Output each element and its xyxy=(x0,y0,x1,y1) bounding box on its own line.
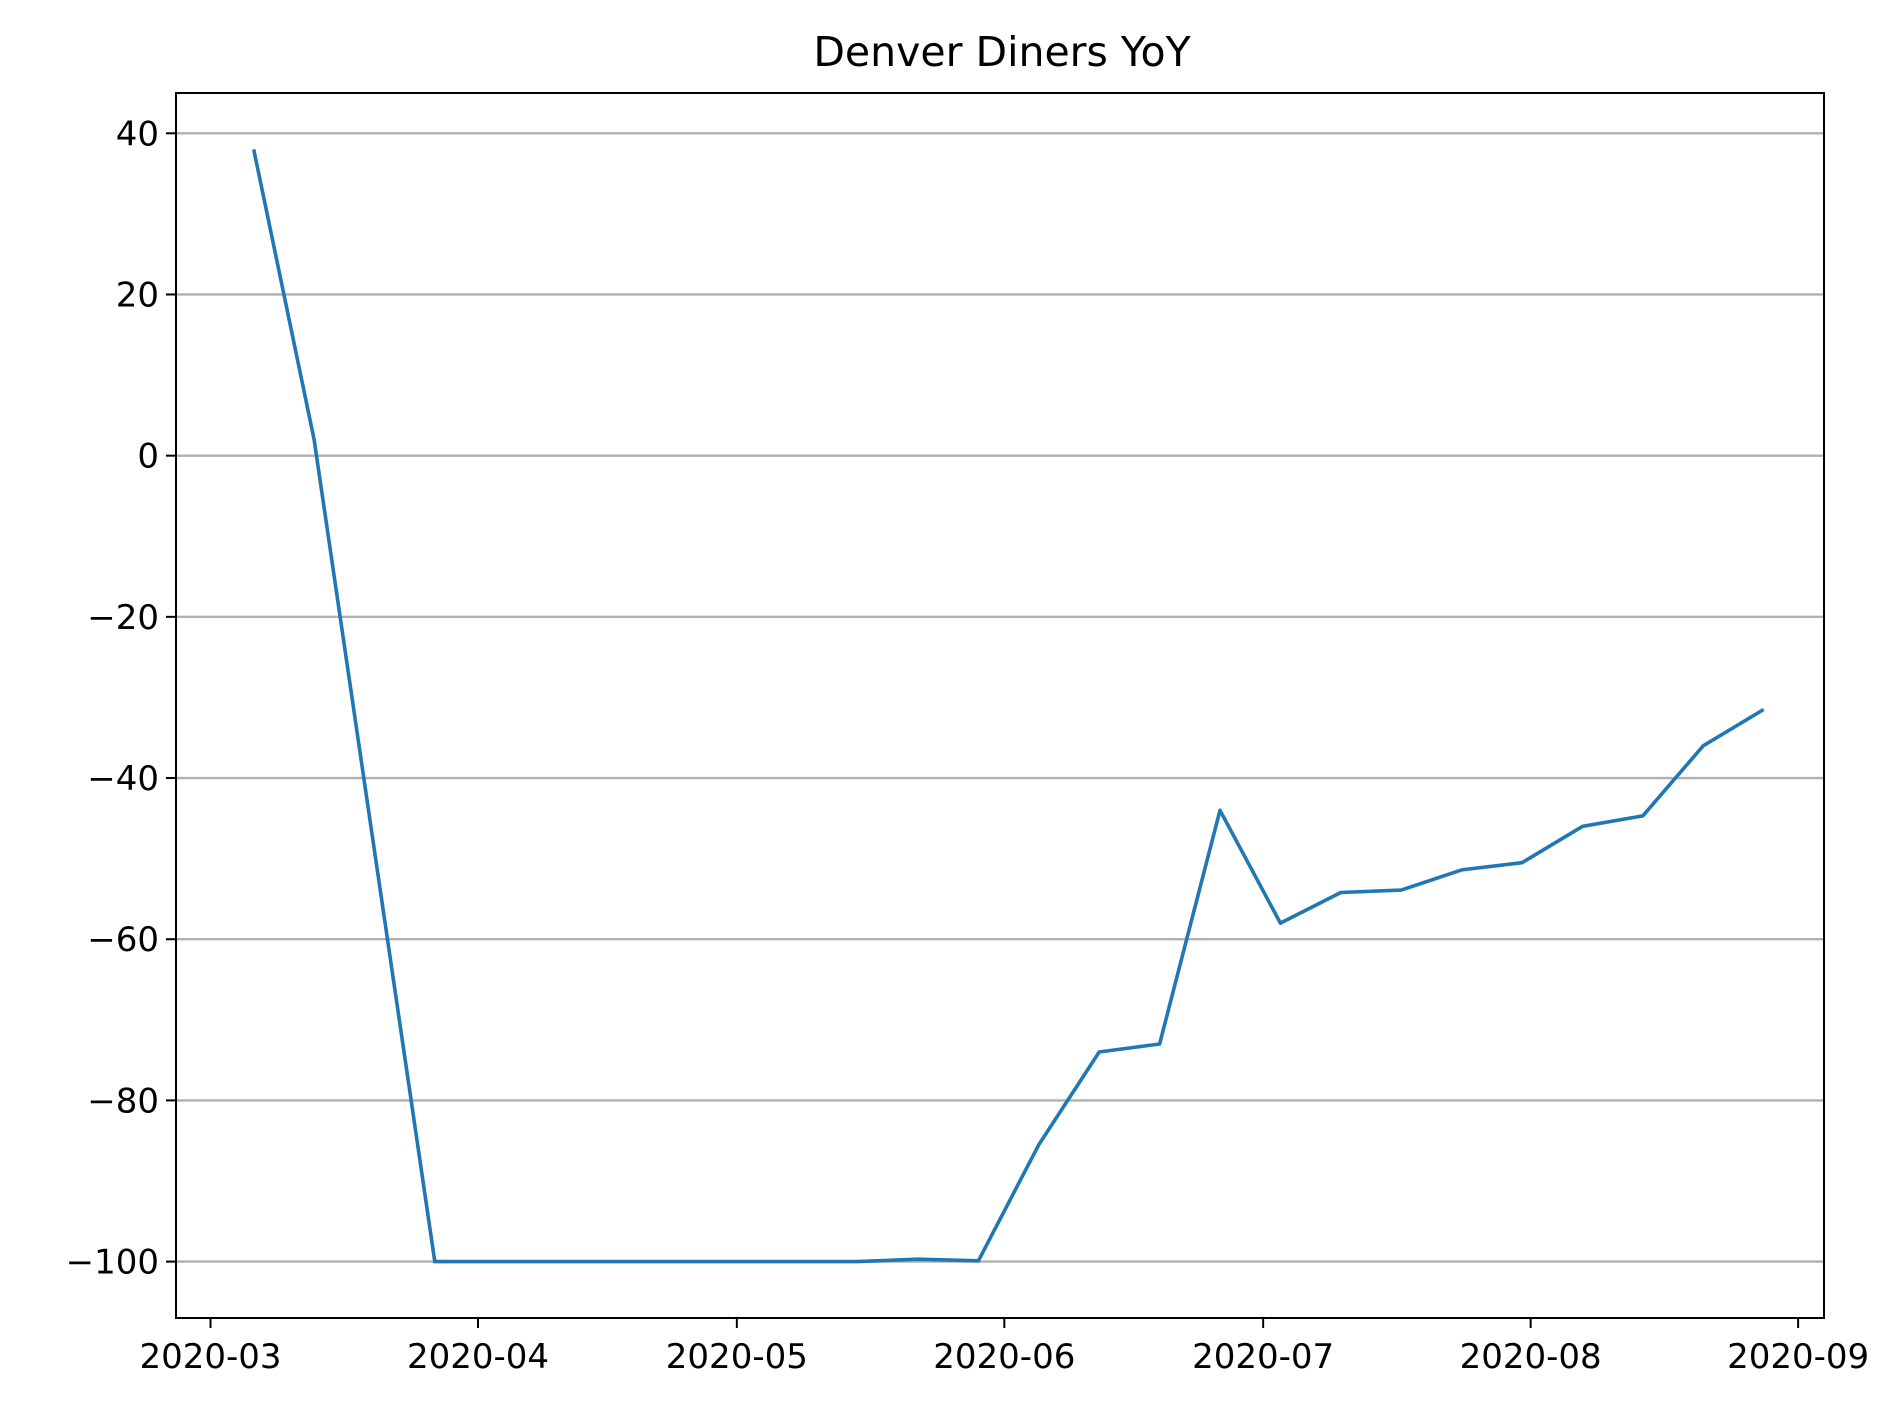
data-point xyxy=(312,438,316,442)
y-tick-label: −60 xyxy=(87,920,159,960)
axes-frame xyxy=(175,92,1825,1319)
data-point xyxy=(674,1260,678,1264)
x-tick-label: 2020-08 xyxy=(1460,1337,1602,1377)
y-tick-label: −40 xyxy=(87,759,159,799)
data-point xyxy=(554,1260,558,1264)
y-tick-label: 20 xyxy=(116,275,159,315)
x-tick-label: 2020-04 xyxy=(407,1337,549,1377)
y-tick-label: 40 xyxy=(116,114,159,154)
data-point xyxy=(433,1260,437,1264)
x-tick-label: 2020-06 xyxy=(933,1337,1075,1377)
data-point xyxy=(1520,861,1524,865)
data-point xyxy=(1399,888,1403,892)
data-point xyxy=(976,1259,980,1263)
x-tick-label: 2020-05 xyxy=(666,1337,808,1377)
x-axis: 2020-03 2020-04 2020-05 2020-06 2020-07 2020-… xyxy=(139,1318,1869,1377)
data-point xyxy=(1701,744,1705,748)
gridlines xyxy=(176,132,1824,1263)
data-point xyxy=(795,1260,799,1264)
y-tick-label: −100 xyxy=(66,1243,159,1283)
series-line xyxy=(251,149,1765,1264)
x-tick-label: 2020-07 xyxy=(1192,1337,1334,1377)
data-point xyxy=(1158,1042,1162,1046)
data-point xyxy=(493,1260,497,1264)
data-point xyxy=(614,1260,618,1264)
data-point xyxy=(1278,921,1282,925)
data-point xyxy=(916,1257,920,1261)
x-tick-label: 2020-03 xyxy=(139,1337,281,1377)
data-point xyxy=(1580,824,1584,828)
data-point xyxy=(1641,814,1645,818)
y-tick-label: −80 xyxy=(87,1081,159,1121)
x-tick-label: 2020-09 xyxy=(1727,1337,1869,1377)
data-point xyxy=(1218,808,1222,812)
data-point xyxy=(1037,1143,1041,1147)
data-point xyxy=(735,1260,739,1264)
y-tick-label: 0 xyxy=(137,437,159,477)
y-tick-label: −20 xyxy=(87,598,159,638)
data-point xyxy=(1762,708,1766,712)
y-axis: 40 20 0 −20 −40 −60 −80 −100 xyxy=(66,114,176,1283)
series-layer xyxy=(251,147,1766,1264)
data-point xyxy=(1339,890,1343,894)
data-point xyxy=(1460,868,1464,872)
data-point xyxy=(252,147,256,151)
data-point xyxy=(856,1260,860,1264)
chart-title: Denver Diners YoY xyxy=(813,28,1191,76)
data-point xyxy=(1097,1050,1101,1054)
